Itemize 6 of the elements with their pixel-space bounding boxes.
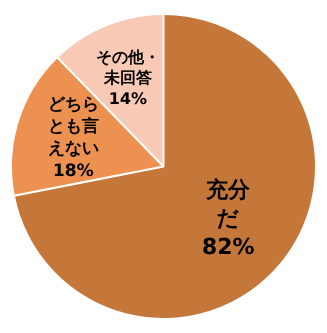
slice-label: その他・未回答 [96, 47, 160, 88]
data-label: 14% [108, 88, 148, 108]
slice-label: 充分だ [205, 176, 252, 232]
data-label: 18% [52, 160, 94, 181]
data-label: 82% [202, 235, 255, 260]
slice-label: どちらとも言えない [48, 94, 99, 159]
